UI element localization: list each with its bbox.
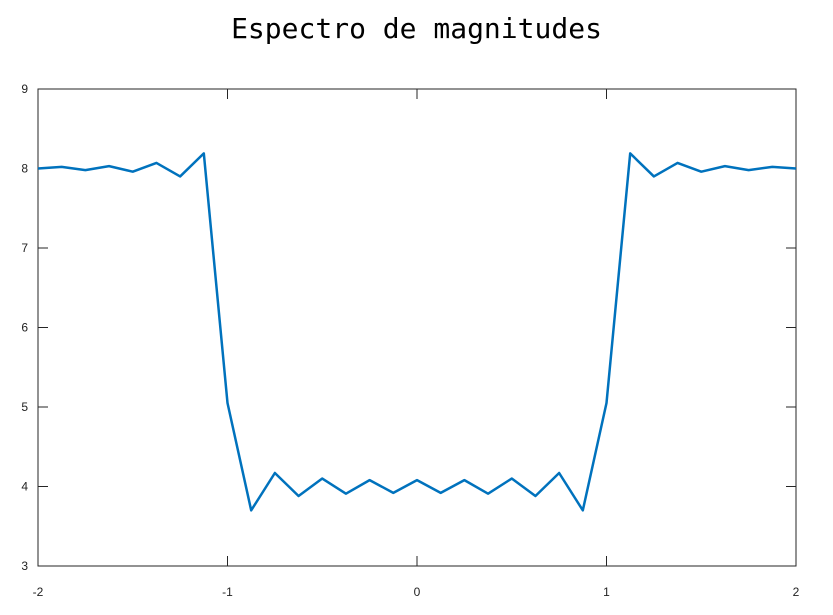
x-tick-label: 1 (603, 585, 610, 599)
x-tick-label: -1 (222, 585, 233, 599)
axes-box (37, 88, 797, 567)
series-layer (37, 152, 797, 512)
x-tick-label: -2 (33, 585, 44, 599)
x-tick-label: 2 (793, 585, 800, 599)
chart-title: Espectro de magnitudes (231, 12, 602, 45)
y-tick-label: 7 (21, 241, 28, 255)
y-tick-label: 3 (21, 559, 28, 573)
series-line-0 (37, 152, 797, 512)
x-tick-label: 0 (414, 585, 421, 599)
y-tick-label: 4 (21, 480, 28, 494)
x-tick-labels: -2 -1 0 1 2 (33, 585, 800, 599)
y-tick-label: 6 (21, 321, 28, 335)
plot-frame (37, 88, 797, 567)
y-tick-labels: 3 4 5 6 7 8 9 (21, 82, 28, 573)
y-tick-label: 8 (21, 162, 28, 176)
axis-ticks (37, 88, 797, 567)
y-tick-label: 5 (21, 400, 28, 414)
y-tick-label: 9 (21, 82, 28, 96)
